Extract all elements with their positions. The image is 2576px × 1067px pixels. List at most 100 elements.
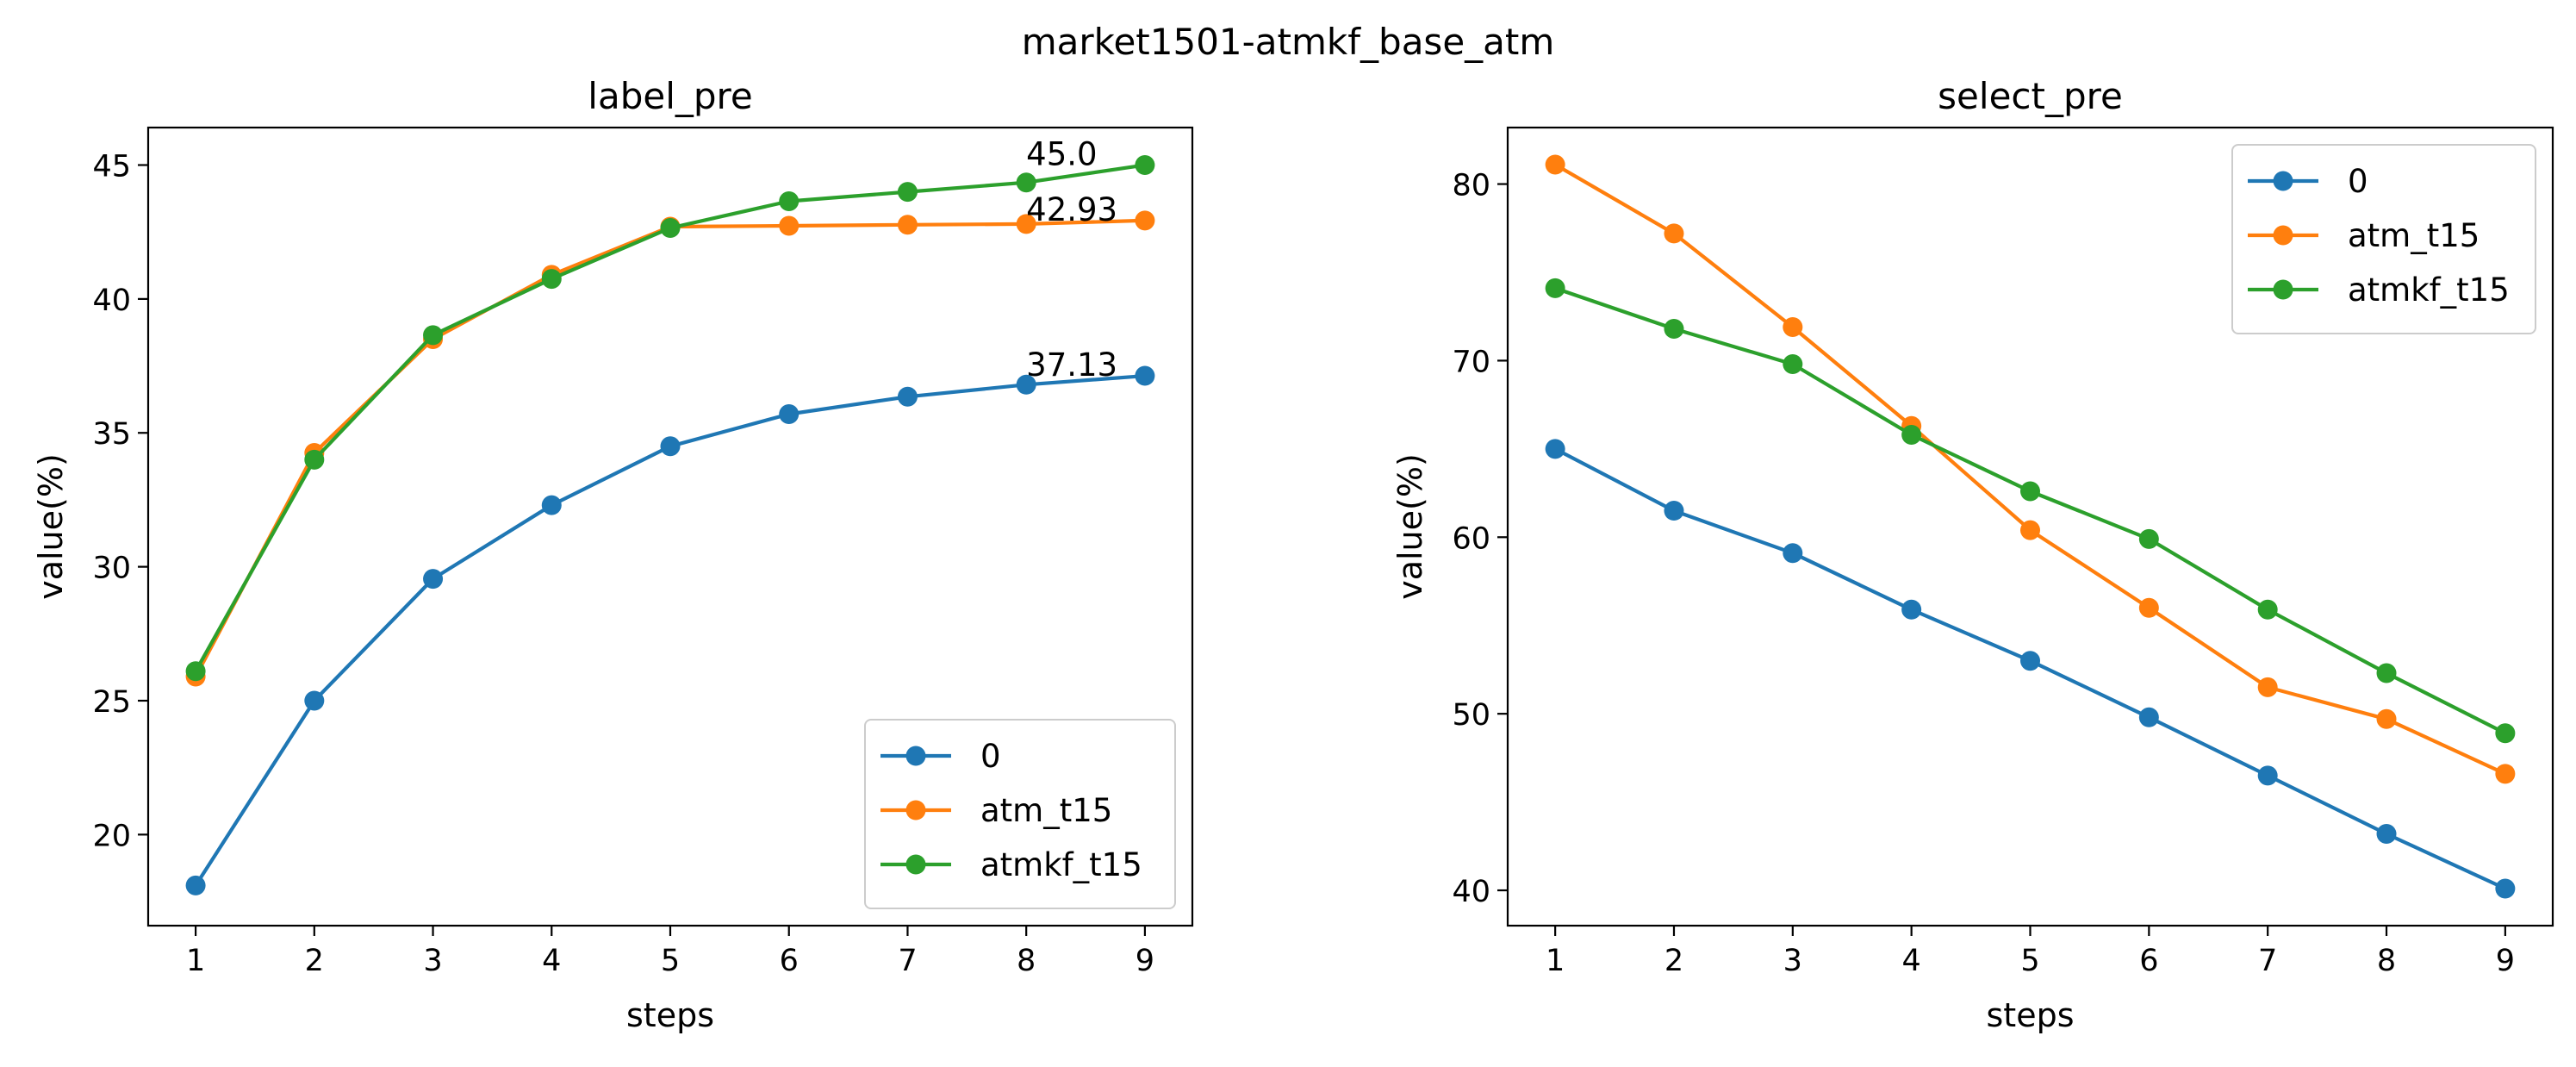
chart-0-ytick-label: 20: [92, 819, 131, 853]
chart-1-point-atm_t15: [1545, 154, 1565, 175]
chart-1-point-0: [2495, 878, 2516, 899]
chart-0-point-0: [779, 403, 800, 424]
chart-1-xtick-label: 1: [1546, 944, 1565, 978]
chart-0-point-atmkf_t15: [779, 190, 800, 211]
chart-1-point-0: [1783, 543, 1803, 564]
chart-0-point-atmkf_t15: [541, 269, 562, 290]
chart-1-point-0: [2020, 651, 2040, 671]
chart-0-ytick-label: 30: [92, 552, 131, 586]
chart-0-point-0: [660, 436, 681, 457]
chart-0-title: label_pre: [588, 75, 752, 117]
chart-1-point-atm_t15: [1783, 317, 1803, 337]
chart-0-point-atmkf_t15: [423, 325, 444, 346]
chart-0-xtick-label: 6: [780, 944, 799, 978]
chart-1-legend-box: [2231, 144, 2536, 334]
chart-1-ylabel: value(%): [1391, 453, 1429, 600]
figure-suptitle: market1501-atmkf_base_atm: [1022, 21, 1555, 63]
chart-0-point-atmkf_t15: [660, 218, 681, 239]
chart-0-xtick-label: 7: [898, 944, 917, 978]
chart-1-point-atmkf_t15: [2257, 599, 2278, 620]
chart-1-point-atm_t15: [2257, 677, 2278, 697]
chart-1-point-atmkf_t15: [1901, 424, 1922, 445]
chart-0-data-label: 42.93: [1026, 191, 1117, 228]
chart-1-ytick-label: 60: [1452, 521, 1490, 556]
chart-1-point-0: [2376, 823, 2397, 844]
chart-1-ytick-label: 80: [1452, 169, 1490, 203]
chart-1-xtick-label: 9: [2496, 944, 2515, 978]
chart-0-xtick-label: 1: [186, 944, 205, 978]
chart-0-point-atmkf_t15: [1016, 172, 1036, 193]
chart-1-point-atm_t15: [2020, 520, 2040, 540]
chart-0-point-atm_t15: [1135, 210, 1155, 231]
chart-0-ytick-label: 40: [92, 284, 131, 318]
chart-0-point-0: [304, 690, 325, 711]
chart-0-point-atmkf_t15: [1135, 155, 1155, 176]
chart-0-ytick-label: 35: [92, 417, 131, 452]
chart-0-point-atmkf_t15: [185, 661, 206, 682]
chart-1-legend-label-0: 0: [2348, 163, 2368, 200]
chart-0-xtick-label: 5: [661, 944, 680, 978]
chart-1-point-atmkf_t15: [1664, 319, 1684, 340]
chart-0-xtick-label: 4: [542, 944, 561, 978]
chart-1-point-atm_t15: [2376, 708, 2397, 729]
chart-1-point-atmkf_t15: [1783, 354, 1803, 375]
chart-0-legend-marker-atm_t15: [905, 800, 926, 821]
chart-1-legend-marker-atm_t15: [2273, 225, 2293, 246]
chart-0-legend-marker-0: [905, 746, 926, 766]
chart-1-point-0: [1545, 439, 1565, 459]
chart-1-point-0: [2138, 707, 2159, 727]
chart-1-legend-marker-atmkf_t15: [2273, 279, 2293, 300]
chart-0-point-atmkf_t15: [897, 182, 918, 203]
chart-0-legend-box: [864, 719, 1176, 909]
chart-0-point-atm_t15: [897, 215, 918, 235]
chart-1-point-atmkf_t15: [2138, 528, 2159, 549]
chart-0-point-atm_t15: [1016, 214, 1036, 234]
chart-1-legend-label-atmkf_t15: atmkf_t15: [2348, 271, 2510, 309]
chart-0-data-label: 37.13: [1026, 346, 1117, 384]
chart-1-point-atm_t15: [1664, 223, 1684, 244]
chart-1-legend-label-atm_t15: atm_t15: [2348, 217, 2480, 254]
chart-1-ytick-label: 40: [1452, 875, 1490, 909]
chart-0-point-0: [423, 569, 444, 590]
chart-1-point-0: [2257, 765, 2278, 786]
chart-0-xtick-label: 2: [305, 944, 324, 978]
chart-0-legend-label-atm_t15: atm_t15: [980, 792, 1112, 829]
chart-1-xtick-label: 3: [1783, 944, 1802, 978]
chart-0-legend-label-atmkf_t15: atmkf_t15: [980, 846, 1142, 883]
chart-0-legend: 0 atm_t15 atmkf_t15: [864, 719, 1176, 909]
chart-0-point-0: [1016, 374, 1036, 395]
chart-1-xtick-label: 6: [2139, 944, 2158, 978]
chart-0-plot-frame: [146, 126, 1194, 927]
chart-0-point-0: [1135, 365, 1155, 386]
chart-1-xtick-label: 4: [1902, 944, 1921, 978]
chart-0-legend-label-0: 0: [980, 738, 1001, 775]
chart-1-point-atmkf_t15: [2376, 663, 2397, 683]
chart-1-legend: 0 atm_t15 atmkf_t15: [2231, 144, 2536, 334]
chart-0-point-0: [541, 495, 562, 515]
chart-1-ytick-label: 70: [1452, 345, 1490, 379]
chart-1-title: select_pre: [1938, 75, 2123, 117]
chart-1-legend-marker-0: [2273, 171, 2293, 191]
chart-1-xtick-label: 8: [2377, 944, 2396, 978]
chart-1-point-atmkf_t15: [1545, 278, 1565, 298]
chart-0-xtick-label: 9: [1136, 944, 1154, 978]
chart-1-point-0: [1901, 599, 1922, 620]
chart-0-point-0: [897, 386, 918, 407]
panel-select-pre: select_pre 1 2 3 4 5 6 7 8 9 40 50 60 70 80 steps value(…: [1391, 75, 2554, 1034]
chart-0-xtick-label: 8: [1017, 944, 1036, 978]
chart-1-xtick-label: 2: [1664, 944, 1683, 978]
chart-1-point-atm_t15: [2138, 597, 2159, 618]
chart-1-xlabel: steps: [1987, 996, 2075, 1034]
chart-0-point-atm_t15: [779, 215, 800, 236]
chart-1-point-atm_t15: [2495, 764, 2516, 784]
chart-0-ytick-label: 25: [92, 685, 131, 720]
chart-1-point-atmkf_t15: [2495, 723, 2516, 744]
chart-1-ytick-label: 50: [1452, 698, 1490, 733]
chart-1-point-0: [1664, 501, 1684, 521]
chart-1-xtick-label: 5: [2020, 944, 2039, 978]
chart-0-point-atmkf_t15: [304, 449, 325, 470]
